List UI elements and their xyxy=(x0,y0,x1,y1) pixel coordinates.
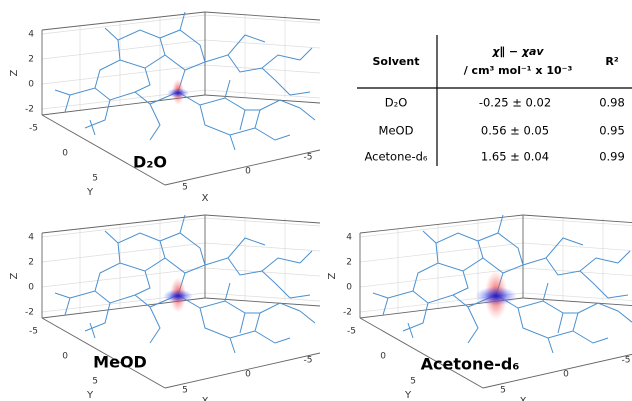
grid-line xyxy=(360,243,523,262)
y-tick-label: -5 xyxy=(29,327,38,337)
x-tick-label: 5 xyxy=(182,386,188,396)
molecule-bond xyxy=(478,233,523,273)
x-axis-label: X xyxy=(202,193,209,204)
y-tick-label: -5 xyxy=(347,327,356,337)
blue-lobe xyxy=(475,287,517,306)
z-tick-label: 4 xyxy=(28,233,34,243)
x-tick-label: 0 xyxy=(563,370,569,380)
table-cell: -0.25 ± 0.02 xyxy=(479,96,551,110)
x-axis-label: X xyxy=(202,396,209,401)
table-header: Solvent xyxy=(373,55,420,68)
table-header: χ∥ − χav xyxy=(491,45,544,58)
molecule-bond xyxy=(408,283,632,338)
molecule-bond xyxy=(178,70,245,130)
y-tick-label: 5 xyxy=(410,377,416,387)
z-tick-label: 0 xyxy=(346,283,352,293)
y-tick-label: 5 xyxy=(92,174,98,184)
y-tick-label: 5 xyxy=(92,377,98,387)
panel-label: Acetone-d₆ xyxy=(421,355,520,374)
panel-label: MeOD xyxy=(93,353,147,372)
table-cell: 1.65 ± 0.04 xyxy=(481,150,549,164)
y-axis-label: Y xyxy=(404,390,412,401)
panel-label: D₂O xyxy=(133,153,167,172)
z-tick-label: -2 xyxy=(25,105,34,115)
grid-line xyxy=(42,15,205,34)
y-axis-label: Y xyxy=(86,187,94,198)
grid-line xyxy=(205,293,320,301)
table-cell: 0.56 ± 0.05 xyxy=(481,124,549,138)
x-axis-label: X xyxy=(520,396,527,401)
molecule-bond xyxy=(90,80,315,135)
table-header: / cm³ mol⁻¹ x 10⁻³ xyxy=(464,64,573,77)
grid-line xyxy=(523,243,632,251)
blue-lobe xyxy=(167,88,189,98)
y-tick-label: 0 xyxy=(62,352,68,362)
plot-panel: 4 2 0 -2 -5 0 5 5 0 -5 Z Y X xyxy=(9,12,320,204)
blue-lobe xyxy=(163,289,193,303)
molecule-bond xyxy=(523,238,593,283)
table-cell: MeOD xyxy=(379,124,414,138)
molecule-bond xyxy=(200,105,260,135)
molecule-bond xyxy=(178,273,245,333)
molecule-bond xyxy=(413,263,468,295)
molecule-bond xyxy=(205,238,275,283)
z-tick-label: 2 xyxy=(346,258,352,268)
z-tick-label: 2 xyxy=(28,258,34,268)
y-tick-label: -5 xyxy=(29,124,38,134)
x-tick-label: 0 xyxy=(245,370,251,380)
molecule-bond xyxy=(160,233,205,273)
molecule-bond xyxy=(70,88,178,104)
y-tick-label: 0 xyxy=(62,149,68,159)
x-tick-label: 5 xyxy=(500,386,506,396)
grid-line xyxy=(360,218,523,237)
z-axis-label: Z xyxy=(327,272,338,279)
axis-frame xyxy=(360,318,483,388)
molecule-bond xyxy=(90,283,315,338)
x-tick-label: -5 xyxy=(622,356,631,366)
molecule-bond xyxy=(200,308,260,338)
x-tick-label: 5 xyxy=(182,183,188,193)
table-cell: 0.99 xyxy=(599,150,625,164)
z-tick-label: 0 xyxy=(28,283,34,293)
molecule-bond xyxy=(423,215,630,298)
z-tick-label: 4 xyxy=(346,233,352,243)
table: Solvent χ∥ − χav / cm³ mol⁻¹ x 10⁻³ R² D… xyxy=(357,35,632,166)
x-tick-label: -5 xyxy=(304,356,313,366)
z-axis-label: Z xyxy=(9,272,20,279)
axis-frame xyxy=(42,115,165,185)
molecule-bond xyxy=(105,12,312,95)
molecule-bond xyxy=(160,30,205,70)
axis-frame xyxy=(165,150,320,185)
grid-line xyxy=(205,90,320,98)
figure: Solvent χ∥ − χav / cm³ mol⁻¹ x 10⁻³ R² D… xyxy=(0,0,632,401)
plot-panel: 4 2 0 -2 -5 0 5 5 0 -5 Z Y X xyxy=(9,215,320,401)
grid-line xyxy=(42,243,205,262)
z-axis-label: Z xyxy=(9,69,20,76)
z-tick-label: 0 xyxy=(28,80,34,90)
molecule-bond xyxy=(518,308,578,338)
grid-line xyxy=(42,218,205,237)
z-tick-label: -2 xyxy=(343,308,352,318)
molecule-bond xyxy=(105,215,312,298)
molecule-bond xyxy=(205,35,275,80)
axis-frame xyxy=(165,353,320,388)
table-header: R² xyxy=(605,55,618,68)
z-tick-label: 4 xyxy=(28,30,34,40)
table-cell: 0.95 xyxy=(599,124,625,138)
z-tick-label: 2 xyxy=(28,55,34,65)
y-tick-label: 0 xyxy=(380,352,386,362)
table-cell: 0.98 xyxy=(599,96,625,110)
grid-line xyxy=(523,268,632,276)
table-cell: Acetone-d₆ xyxy=(364,150,427,164)
grid-line xyxy=(42,40,205,59)
molecule-bond xyxy=(95,263,150,295)
z-tick-label: -2 xyxy=(25,308,34,318)
molecule-bond xyxy=(95,60,150,92)
molecule-bond xyxy=(70,291,178,307)
x-tick-label: -5 xyxy=(304,153,313,163)
y-axis-label: Y xyxy=(86,390,94,401)
x-tick-label: 0 xyxy=(245,167,251,177)
table-cell: D₂O xyxy=(385,96,408,110)
